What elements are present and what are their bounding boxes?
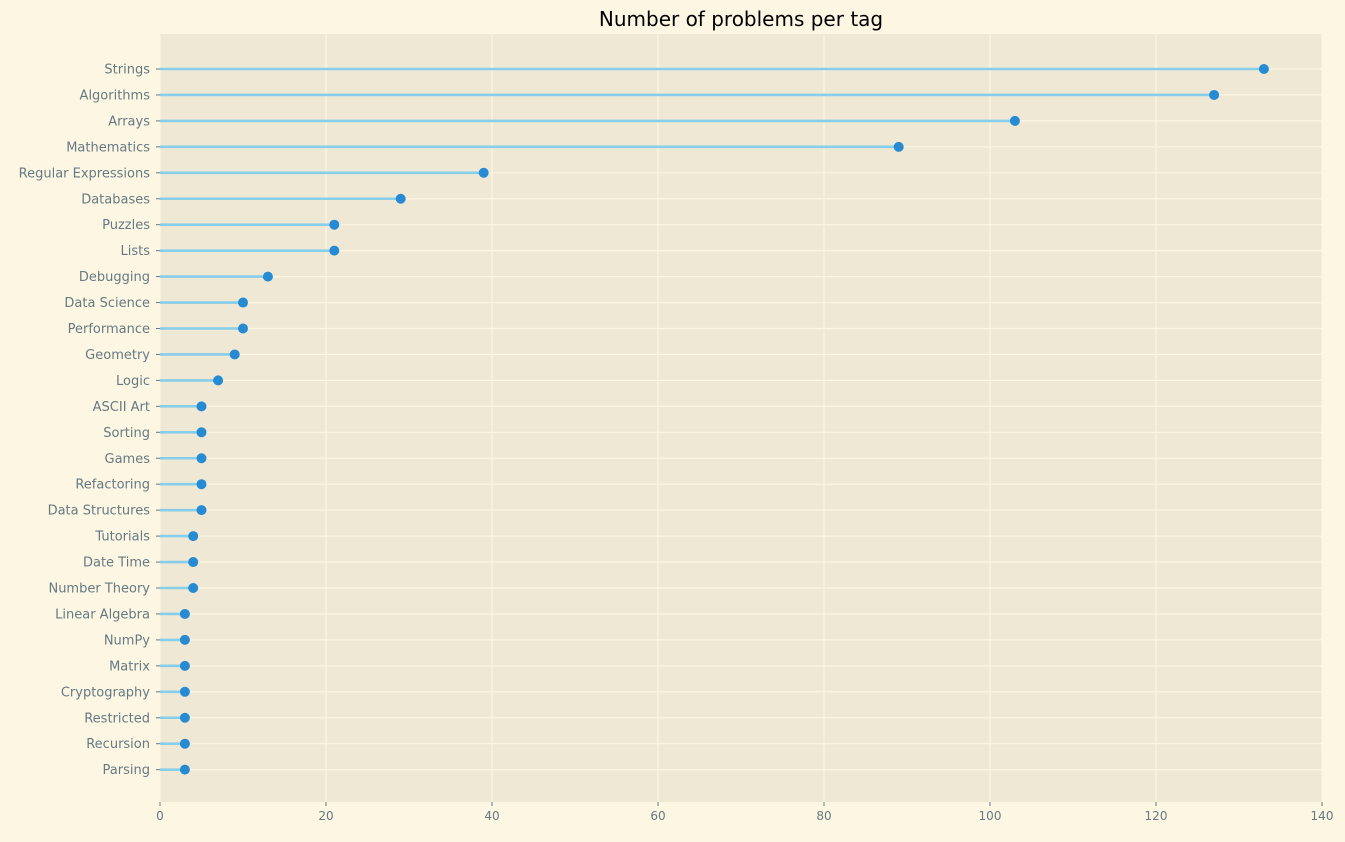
lollipop-marker — [238, 323, 248, 334]
y-tick-label: Lists — [121, 244, 151, 259]
y-tick-label: Restricted — [84, 711, 150, 726]
y-tick-label: Games — [105, 452, 151, 467]
lollipop-marker — [395, 193, 406, 204]
chart-title: Number of problems per tag — [599, 7, 883, 31]
lollipop-marker — [196, 401, 207, 412]
x-tick-label: 60 — [650, 809, 665, 823]
x-tick-label: 140 — [1311, 809, 1334, 823]
y-axis: Strings Algorithms Arrays Mathematics Regula… — [19, 63, 160, 778]
y-tick-label: Puzzles — [102, 218, 150, 233]
lollipop-marker — [229, 349, 240, 360]
x-tick-label: 20 — [318, 809, 333, 823]
y-tick-label: Strings — [104, 63, 150, 78]
y-tick-label: Debugging — [79, 270, 150, 285]
y-tick-label: Mathematics — [66, 140, 150, 155]
lollipop-marker — [1009, 115, 1020, 126]
y-tick-label: Regular Expressions — [19, 166, 151, 181]
y-tick-label: Cryptography — [61, 685, 150, 700]
y-tick-label: Arrays — [108, 114, 150, 129]
y-tick-label: Sorting — [103, 426, 150, 441]
lollipop-marker — [238, 297, 248, 308]
lollipop-marker — [1258, 64, 1269, 74]
lollipop-marker — [188, 583, 199, 593]
y-tick-label: ASCII Art — [93, 400, 150, 415]
y-tick-label: Matrix — [109, 659, 150, 674]
lollipop-marker — [329, 219, 340, 230]
x-tick-label: 100 — [979, 809, 1002, 823]
lollipop-marker — [179, 686, 190, 697]
lollipop-marker — [188, 557, 199, 568]
y-tick-label: Linear Algebra — [55, 607, 150, 622]
y-tick-label: Geometry — [85, 348, 150, 363]
x-tick-label: 40 — [484, 809, 499, 823]
lollipop-marker — [179, 712, 190, 723]
plot-area — [160, 34, 1322, 802]
lollipop-marker — [329, 245, 340, 256]
lollipop-marker — [179, 660, 190, 671]
y-tick-label: Date Time — [83, 556, 150, 571]
lollipop-marker — [196, 453, 207, 464]
y-tick-label: Number Theory — [48, 582, 150, 597]
y-tick-label: Parsing — [103, 763, 150, 778]
y-tick-label: Refactoring — [75, 478, 150, 493]
y-tick-label: Recursion — [86, 737, 150, 752]
x-axis: 0 20 40 60 80 100 120 140 — [156, 802, 1333, 823]
y-tick-label: Algorithms — [80, 88, 151, 103]
lollipop-marker — [478, 167, 489, 178]
stem-layer — [160, 67, 1264, 771]
x-tick-label: 0 — [156, 809, 164, 823]
x-tick-label: 80 — [816, 809, 831, 823]
y-tick-label: Data Structures — [48, 504, 151, 519]
lollipop-marker — [196, 505, 207, 516]
x-tick-label: 120 — [1145, 809, 1168, 823]
lollipop-marker — [196, 427, 207, 438]
y-tick-label: NumPy — [104, 633, 150, 648]
lollipop-marker — [196, 479, 207, 490]
y-tick-label: Data Science — [64, 296, 150, 311]
lollipop-marker — [179, 764, 190, 775]
lollipop-marker — [179, 608, 190, 619]
lollipop-marker — [179, 634, 190, 645]
lollipop-marker — [893, 141, 904, 152]
y-tick-label: Performance — [68, 322, 150, 337]
lollipop-marker — [1209, 89, 1220, 100]
y-tick-label: Logic — [116, 374, 150, 389]
lollipop-marker — [179, 738, 190, 749]
lollipop-marker — [262, 271, 273, 282]
marker-layer — [179, 64, 1269, 775]
lollipop-marker — [188, 531, 199, 542]
lollipop-marker — [213, 375, 224, 386]
y-tick-label: Tutorials — [94, 530, 150, 545]
y-tick-label: Databases — [81, 192, 150, 207]
